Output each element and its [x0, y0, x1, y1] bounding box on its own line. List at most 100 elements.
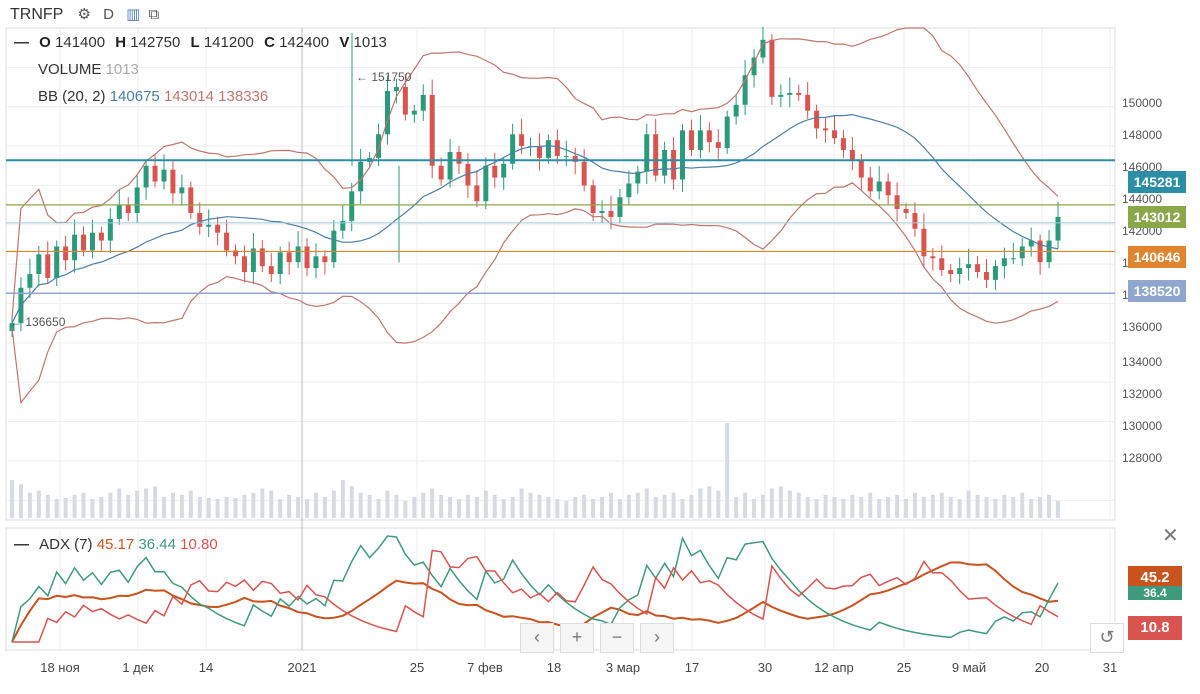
volume-bar	[752, 499, 757, 518]
gear-icon[interactable]: ⚙	[77, 6, 91, 23]
candle-body	[796, 92, 802, 95]
candle-body	[241, 256, 247, 273]
candle-body	[1019, 246, 1025, 259]
price-tick: 134000	[1122, 355, 1163, 369]
volume-legend[interactable]: VOLUME 1013	[38, 61, 139, 78]
volume-bar	[126, 494, 131, 518]
reset-view-button[interactable]: ↺	[1090, 623, 1124, 653]
price-tick: 148000	[1122, 128, 1163, 142]
volume-bar	[555, 499, 560, 518]
volume-bar	[653, 496, 658, 518]
volume-bar	[1047, 494, 1052, 518]
scroll-right-button[interactable]: ›	[640, 623, 674, 653]
volume-bar	[760, 494, 765, 518]
open-label: O	[39, 34, 51, 51]
volume-bar	[448, 496, 453, 518]
bb-middle-line	[11, 113, 1059, 324]
high-annotation: ← 151750	[356, 70, 412, 84]
volume-bar	[1002, 494, 1007, 518]
close-pane-icon[interactable]: ✕	[1162, 525, 1179, 547]
volume-bar	[734, 496, 739, 518]
candle-body	[733, 104, 739, 117]
collapse-icon[interactable]: —	[14, 34, 29, 51]
volume-bar	[206, 497, 211, 518]
candle-body	[823, 128, 829, 131]
candle-body	[760, 39, 766, 58]
volume-bar	[850, 494, 855, 518]
adx-line	[11, 561, 1059, 643]
volume-short-value: 1013	[353, 34, 387, 51]
volume-bar	[769, 488, 774, 518]
volume-bar	[421, 492, 426, 518]
volume-short-label: V	[339, 34, 350, 51]
candle-body	[876, 181, 882, 192]
volume-bar	[233, 497, 238, 518]
volume-bar	[385, 490, 390, 518]
volume-bar	[895, 494, 900, 518]
low-annotation: ← 136650	[10, 315, 66, 329]
volume-value: 1013	[105, 61, 139, 78]
price-tag-resistance: 145281	[1128, 171, 1186, 193]
candle-body	[1055, 216, 1061, 241]
time-tick: 14	[198, 660, 214, 675]
volume-bar	[322, 496, 327, 518]
volume-bar	[153, 486, 158, 518]
adx-legend[interactable]: — ADX (7) 45.17 36.44 10.80	[14, 536, 218, 553]
candle-body	[831, 130, 837, 139]
bb-label: BB (20, 2)	[38, 88, 106, 105]
minus-di-tag: 10.8	[1128, 616, 1182, 640]
candle-body	[492, 165, 498, 178]
zoom-in-button[interactable]: +	[560, 623, 594, 653]
adx-collapse-icon[interactable]: —	[14, 536, 29, 553]
candle-body	[545, 140, 551, 158]
candle-body	[45, 254, 51, 278]
candle-body	[429, 94, 435, 166]
time-tick: 2021	[287, 660, 317, 675]
bb-legend[interactable]: BB (20, 2) 140675 143014 138336	[38, 88, 268, 105]
volume-bar	[135, 490, 140, 518]
candle-body	[447, 151, 453, 180]
scroll-left-button[interactable]: ‹	[520, 623, 554, 653]
candle-body	[608, 211, 614, 217]
volume-bar	[886, 496, 891, 518]
candle-body	[259, 248, 265, 267]
candle-body	[724, 116, 730, 149]
time-tick: 18	[546, 660, 562, 675]
volume-bar	[403, 501, 408, 518]
volume-bar	[877, 499, 882, 518]
bar-chart-icon[interactable]: ▥	[126, 6, 141, 23]
interval-label[interactable]: D	[103, 6, 114, 23]
candle-body	[510, 134, 516, 164]
bb-upper-line	[11, 27, 1059, 319]
time-tick: 25	[896, 660, 912, 675]
volume-bar	[45, 494, 50, 518]
candle-body	[340, 220, 346, 231]
volume-bar	[510, 496, 515, 518]
price-tick: 150000	[1122, 96, 1163, 110]
candle-body	[519, 134, 525, 147]
candle-body	[590, 185, 596, 213]
candle-body	[411, 110, 417, 115]
volume-bar	[859, 496, 864, 518]
volume-bar	[215, 499, 220, 518]
volume-bar	[188, 490, 193, 518]
candle-body	[277, 252, 283, 274]
volume-bar	[439, 494, 444, 518]
ohlc-legend: — O 141400 H 142750 L 141200 C 142400 V …	[14, 34, 387, 51]
candle-body	[903, 209, 909, 213]
indicators-icon[interactable]: ⧉	[148, 6, 160, 23]
volume-bar	[349, 486, 354, 518]
time-tick: 12 апр	[814, 660, 854, 675]
plus-di-tag: 36.4	[1128, 586, 1182, 600]
symbol-label[interactable]: TRNFP	[10, 6, 64, 23]
candle-body	[626, 183, 632, 198]
time-tick: 1 дек	[122, 660, 154, 675]
minus-di-value: 10.80	[180, 536, 218, 553]
volume-bar	[921, 496, 926, 518]
zoom-out-button[interactable]: −	[600, 623, 634, 653]
candle-body	[358, 161, 364, 192]
candle-body	[376, 134, 382, 158]
close-label: C	[264, 34, 275, 51]
candle-body	[143, 165, 149, 188]
